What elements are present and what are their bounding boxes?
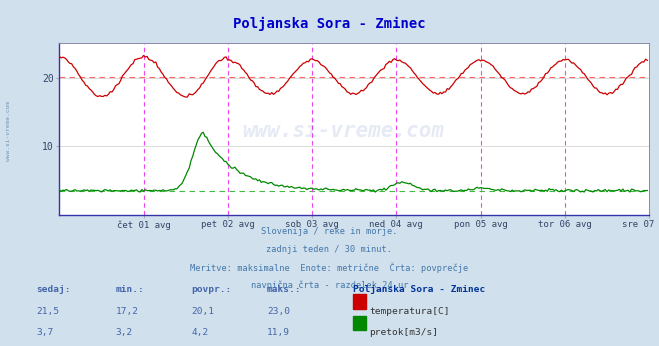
Text: Slovenija / reke in morje.: Slovenija / reke in morje. bbox=[261, 227, 398, 236]
Text: 17,2: 17,2 bbox=[115, 307, 138, 316]
Text: navpična črta - razdelek 24 ur: navpična črta - razdelek 24 ur bbox=[251, 281, 408, 290]
Text: Poljanska Sora - Zminec: Poljanska Sora - Zminec bbox=[353, 285, 485, 294]
Text: 11,9: 11,9 bbox=[267, 328, 290, 337]
Text: www.si-vreme.com: www.si-vreme.com bbox=[6, 101, 11, 162]
Text: Meritve: maksimalne  Enote: metrične  Črta: povprečje: Meritve: maksimalne Enote: metrične Črta… bbox=[190, 263, 469, 273]
Text: 20,1: 20,1 bbox=[191, 307, 214, 316]
Text: temperatura[C]: temperatura[C] bbox=[369, 307, 449, 316]
Text: povpr.:: povpr.: bbox=[191, 285, 231, 294]
Text: Poljanska Sora - Zminec: Poljanska Sora - Zminec bbox=[233, 17, 426, 31]
Text: maks.:: maks.: bbox=[267, 285, 301, 294]
Text: 3,7: 3,7 bbox=[36, 328, 53, 337]
Text: 21,5: 21,5 bbox=[36, 307, 59, 316]
Text: min.:: min.: bbox=[115, 285, 144, 294]
Text: 23,0: 23,0 bbox=[267, 307, 290, 316]
Text: sedaj:: sedaj: bbox=[36, 285, 71, 294]
Text: pretok[m3/s]: pretok[m3/s] bbox=[369, 328, 438, 337]
Text: 4,2: 4,2 bbox=[191, 328, 208, 337]
Text: zadnji teden / 30 minut.: zadnji teden / 30 minut. bbox=[266, 245, 393, 254]
Text: 3,2: 3,2 bbox=[115, 328, 132, 337]
Text: www.si-vreme.com: www.si-vreme.com bbox=[242, 121, 444, 142]
